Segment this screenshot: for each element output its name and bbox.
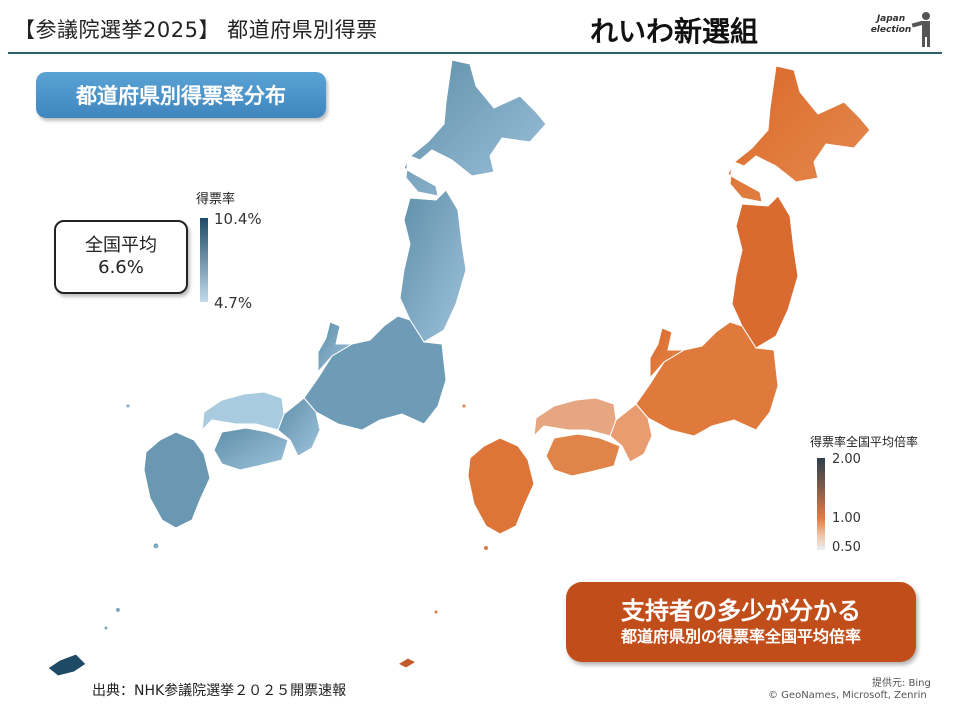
right-legend-title: 得票率全国平均倍率 (810, 435, 919, 449)
right-legend-tick-max: 2.00 (832, 452, 861, 467)
left-legend-colorbar (200, 218, 208, 302)
right-legend-tick-mid: 1.00 (832, 511, 861, 526)
left-map-island (125, 403, 131, 409)
left-map-shikoku (213, 427, 289, 471)
source-citation: 出典：NHK参議院選挙２０２５開票速報 (92, 683, 347, 699)
map-copyright-credit: © GeoNames, Microsoft, Zenrin (768, 690, 927, 701)
left-map-kyushu (143, 431, 211, 529)
left-map-island (152, 542, 160, 550)
left-map-hokkaido (403, 59, 547, 197)
left-map-okinawa (47, 653, 87, 677)
logo-text: Japan election (870, 14, 912, 35)
national-average-value: 6.6% (98, 257, 144, 278)
left-map-island (103, 625, 109, 631)
party-name: れいわ新選組 (590, 15, 759, 48)
map-provider-credit: 提供元: Bing (872, 678, 931, 689)
right-map-tohoku (731, 195, 799, 349)
right-map-hokuriku (649, 327, 686, 380)
right-map-island (433, 609, 439, 615)
person-icon (911, 12, 930, 47)
right-map-hokkaido (727, 65, 871, 203)
right-map-island (461, 403, 467, 409)
right-legend-tick-min: 0.50 (832, 540, 861, 555)
left-map-chugoku (201, 391, 285, 432)
callout-line1: 支持者の多少が分かる (621, 597, 861, 625)
page-header-title: 【参議院選挙2025】 都道府県別得票 (14, 18, 378, 42)
left-map-hokuriku (317, 321, 354, 374)
left-legend-max: 10.4% (214, 210, 262, 228)
right-legend-colorbar (817, 458, 825, 550)
right-map-shikoku (545, 433, 621, 477)
header-divider (8, 52, 942, 54)
left-legend-title: 得票率 (196, 192, 236, 207)
right-map-kyushu (467, 437, 535, 535)
national-average-box: 全国平均 6.6% (54, 220, 188, 294)
right-map-island (483, 545, 489, 551)
left-legend-min: 4.7% (214, 294, 253, 312)
left-map-vote-share (47, 59, 547, 677)
right-map-okinawa (396, 657, 418, 669)
left-map-tohoku (399, 189, 467, 343)
left-map-island (115, 607, 121, 613)
right-map-chugoku (533, 397, 617, 438)
national-average-label: 全国平均 (85, 235, 157, 256)
vote-share-distribution-pill: 都道府県別得票率分布 (36, 72, 326, 118)
supporter-callout: 支持者の多少が分かる 都道府県別の得票率全国平均倍率 (566, 582, 916, 662)
callout-line2: 都道府県別の得票率全国平均倍率 (620, 627, 861, 646)
right-map-ratio (396, 65, 871, 669)
japan-election-logo: Japan election (868, 8, 940, 50)
